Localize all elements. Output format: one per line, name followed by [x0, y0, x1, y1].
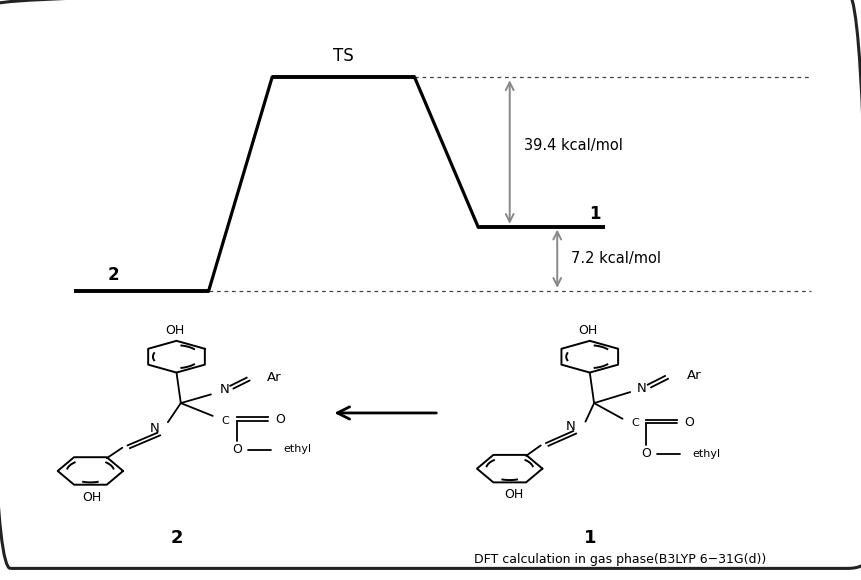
Text: OH: OH: [83, 491, 102, 504]
Text: OH: OH: [165, 324, 184, 337]
Text: 2: 2: [108, 266, 120, 284]
Text: O: O: [275, 413, 285, 426]
Text: N: N: [566, 420, 575, 433]
Text: C: C: [221, 415, 230, 426]
Text: 2: 2: [170, 529, 183, 548]
Text: Ar: Ar: [267, 371, 282, 384]
Text: TS: TS: [333, 46, 354, 64]
Text: OH: OH: [505, 488, 523, 502]
Text: O: O: [232, 443, 242, 456]
Text: O: O: [641, 447, 651, 460]
Text: 39.4 kcal/mol: 39.4 kcal/mol: [524, 138, 623, 153]
Text: OH: OH: [579, 324, 598, 337]
Text: C: C: [631, 418, 640, 429]
Text: 7.2 kcal/mol: 7.2 kcal/mol: [572, 251, 661, 266]
Text: ethyl: ethyl: [283, 444, 312, 455]
Text: O: O: [684, 416, 694, 429]
Text: N: N: [637, 382, 647, 395]
Text: ethyl: ethyl: [692, 448, 721, 459]
Text: Ar: Ar: [687, 369, 702, 382]
Text: N: N: [220, 383, 229, 396]
Text: N: N: [150, 422, 159, 434]
Text: DFT calculation in gas phase(B3LYP 6−31G(d)): DFT calculation in gas phase(B3LYP 6−31G…: [474, 553, 766, 566]
Text: 1: 1: [589, 205, 601, 223]
Text: 1: 1: [584, 529, 596, 548]
